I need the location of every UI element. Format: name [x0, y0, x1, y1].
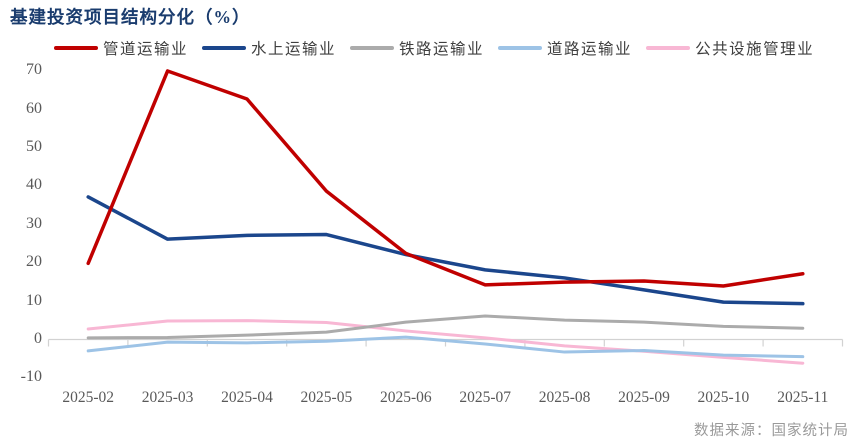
- y-tick-label: 40: [26, 176, 42, 194]
- legend-label: 公共设施管理业: [695, 41, 815, 58]
- legend-label: 管道运输业: [103, 41, 189, 58]
- legend-item-public-facilities: 公共设施管理业: [646, 37, 814, 59]
- line-swatch-icon: [350, 46, 395, 50]
- page-title: 基建投资项目结构分化（%）: [10, 7, 251, 27]
- data-source-note: 数据来源：国家统计局: [694, 423, 849, 439]
- y-tick-label: 20: [26, 253, 42, 271]
- x-tick-label: 2025-06: [379, 389, 432, 406]
- legend-label: 水上运输业: [251, 41, 337, 58]
- series-line-3: [86, 335, 805, 359]
- y-tick-label: 60: [26, 99, 42, 117]
- x-tick-label: 2025-07: [459, 389, 512, 406]
- y-tick-label: 30: [26, 214, 42, 232]
- legend: 管道运输业 水上运输业 铁路运输业 道路运输业 公共设施管理业: [54, 37, 814, 59]
- x-tick-label: 2025-09: [618, 389, 670, 406]
- x-tick-label: 2025-02: [62, 389, 115, 406]
- y-tick-label: 0: [34, 330, 42, 347]
- line-swatch-icon: [54, 46, 98, 50]
- series-line-0: [86, 69, 805, 288]
- x-tick-label: 2025-05: [300, 389, 353, 406]
- x-tick-label: 2025-04: [221, 389, 273, 406]
- legend-label: 铁路运输业: [399, 41, 485, 58]
- x-tick-label: 2025-03: [141, 389, 194, 406]
- legend-item-railway: 铁路运输业: [350, 37, 484, 59]
- y-tick-label: -10: [20, 368, 42, 386]
- legend-item-pipeline: 管道运输业: [54, 37, 188, 59]
- series-line-4: [86, 319, 805, 365]
- x-tick-label: 2025-10: [697, 389, 750, 406]
- y-tick-label: 70: [26, 61, 42, 79]
- x-tick-label: 2025-08: [538, 389, 591, 406]
- series-line-1: [86, 195, 805, 306]
- legend-item-water-transport: 水上运输业: [202, 37, 336, 59]
- line-swatch-icon: [646, 46, 691, 50]
- y-tick-label: 50: [26, 138, 42, 155]
- series-line-2: [86, 314, 805, 340]
- y-tick-label: 10: [26, 291, 42, 309]
- legend-item-road: 道路运输业: [498, 37, 632, 59]
- legend-label: 道路运输业: [547, 41, 633, 58]
- x-tick-label: 2025-11: [777, 389, 829, 406]
- line-swatch-icon: [498, 46, 543, 50]
- line-swatch-icon: [202, 46, 247, 50]
